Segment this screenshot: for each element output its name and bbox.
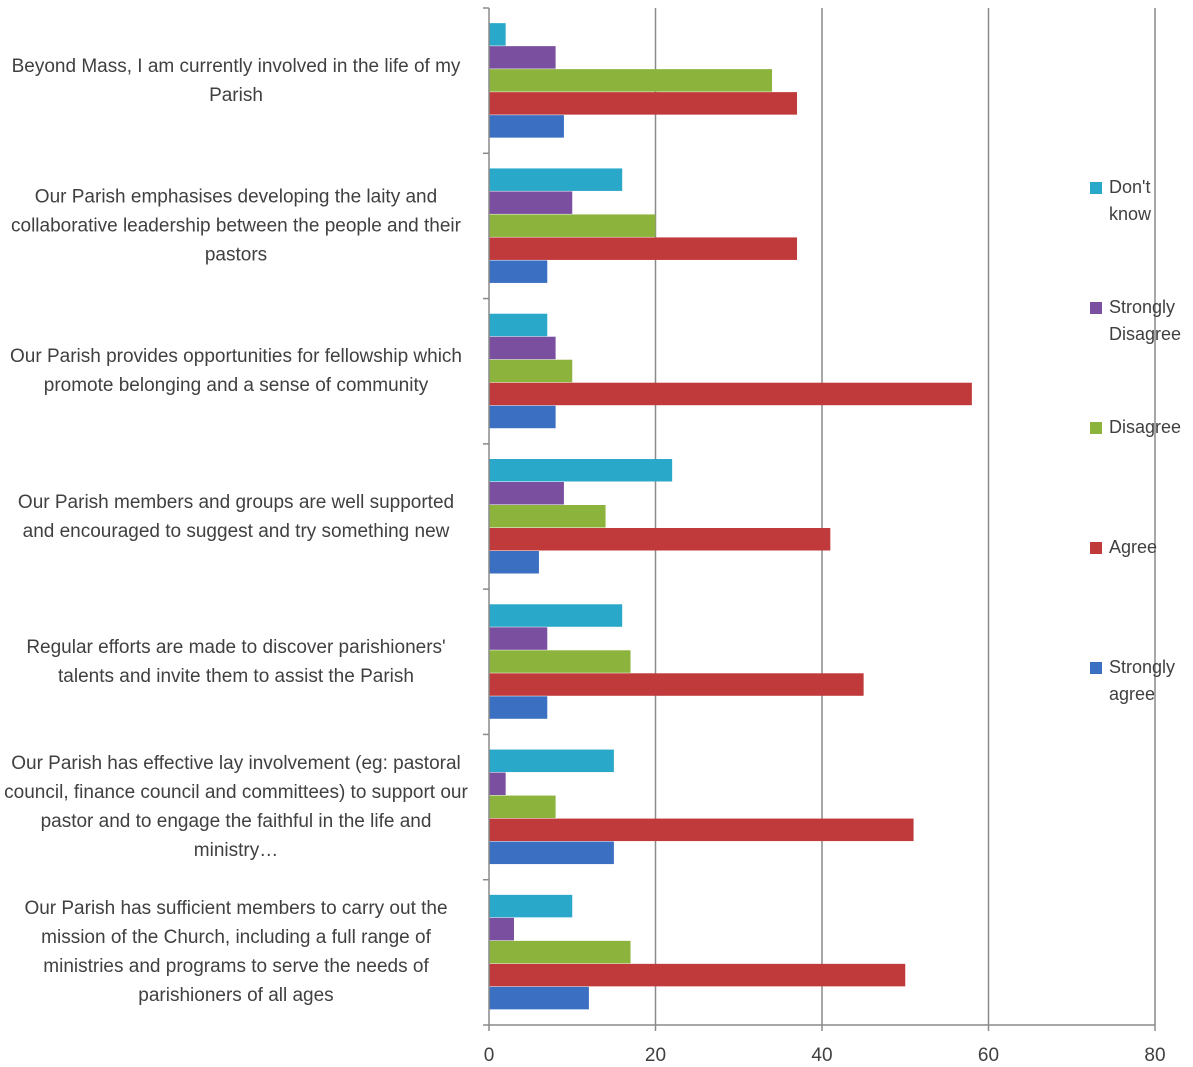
bar xyxy=(489,604,623,627)
bar xyxy=(489,46,556,69)
bar xyxy=(489,237,798,260)
bar xyxy=(489,69,773,92)
x-tick-label: 80 xyxy=(1144,1045,1165,1066)
legend-label: Disagree xyxy=(1109,417,1182,437)
bar xyxy=(489,940,631,964)
x-tick-label: 0 xyxy=(484,1045,495,1066)
bar xyxy=(489,650,631,673)
x-tick-label: 20 xyxy=(645,1045,666,1066)
bar xyxy=(489,963,906,987)
bar xyxy=(489,696,548,719)
legend-item: Don't know xyxy=(1090,174,1190,228)
legend-item: Agree xyxy=(1090,534,1190,561)
legend-swatch xyxy=(1090,182,1102,194)
legend-label: Strongly Disagree xyxy=(1109,297,1182,344)
legend-swatch xyxy=(1090,662,1102,674)
bar xyxy=(489,115,564,138)
bar xyxy=(489,917,514,941)
bar xyxy=(489,772,506,796)
legend-swatch xyxy=(1090,422,1102,434)
bar xyxy=(489,359,573,383)
bar xyxy=(489,23,506,46)
bar xyxy=(489,795,556,819)
bar xyxy=(489,841,614,865)
category-label: Our Parish has sufficient members to car… xyxy=(24,898,448,1007)
bar xyxy=(489,405,556,429)
legend-item: Strongly Disagree xyxy=(1090,294,1190,348)
bar xyxy=(489,92,798,115)
bar xyxy=(489,986,589,1010)
category-label: Our Parish members and groups are well s… xyxy=(17,491,455,542)
bar xyxy=(489,168,623,191)
legend-label: Agree xyxy=(1109,537,1158,557)
bar xyxy=(489,260,548,283)
legend-swatch xyxy=(1090,542,1102,554)
bar xyxy=(489,749,614,773)
bar xyxy=(489,191,573,214)
legend-label: Strongly agree xyxy=(1109,657,1176,704)
x-tick-label: 60 xyxy=(978,1045,999,1066)
category-label: Our Parish emphasises developing the lai… xyxy=(11,186,461,266)
x-tick-label: 40 xyxy=(811,1045,832,1066)
legend-item: Disagree xyxy=(1090,414,1190,441)
bar xyxy=(489,627,548,650)
legend-swatch xyxy=(1090,302,1102,314)
legend-label: Don't know xyxy=(1109,177,1152,224)
bar xyxy=(489,336,556,360)
category-label: Our Parish provides opportunities for fe… xyxy=(10,346,462,397)
legend-item: Strongly agree xyxy=(1090,654,1190,708)
bar xyxy=(489,505,606,528)
bar xyxy=(489,528,831,551)
bar xyxy=(489,313,548,337)
bar xyxy=(489,382,972,406)
bar xyxy=(489,214,656,237)
category-label: Our Parish has effective lay involvement… xyxy=(4,753,468,862)
bar xyxy=(489,482,564,505)
category-label: Regular efforts are made to discover par… xyxy=(26,636,446,687)
bar xyxy=(489,459,673,482)
bar xyxy=(489,894,573,918)
bar xyxy=(489,551,539,574)
category-label: Beyond Mass, I am currently involved in … xyxy=(11,55,461,106)
bar xyxy=(489,818,914,842)
bar xyxy=(489,673,864,696)
